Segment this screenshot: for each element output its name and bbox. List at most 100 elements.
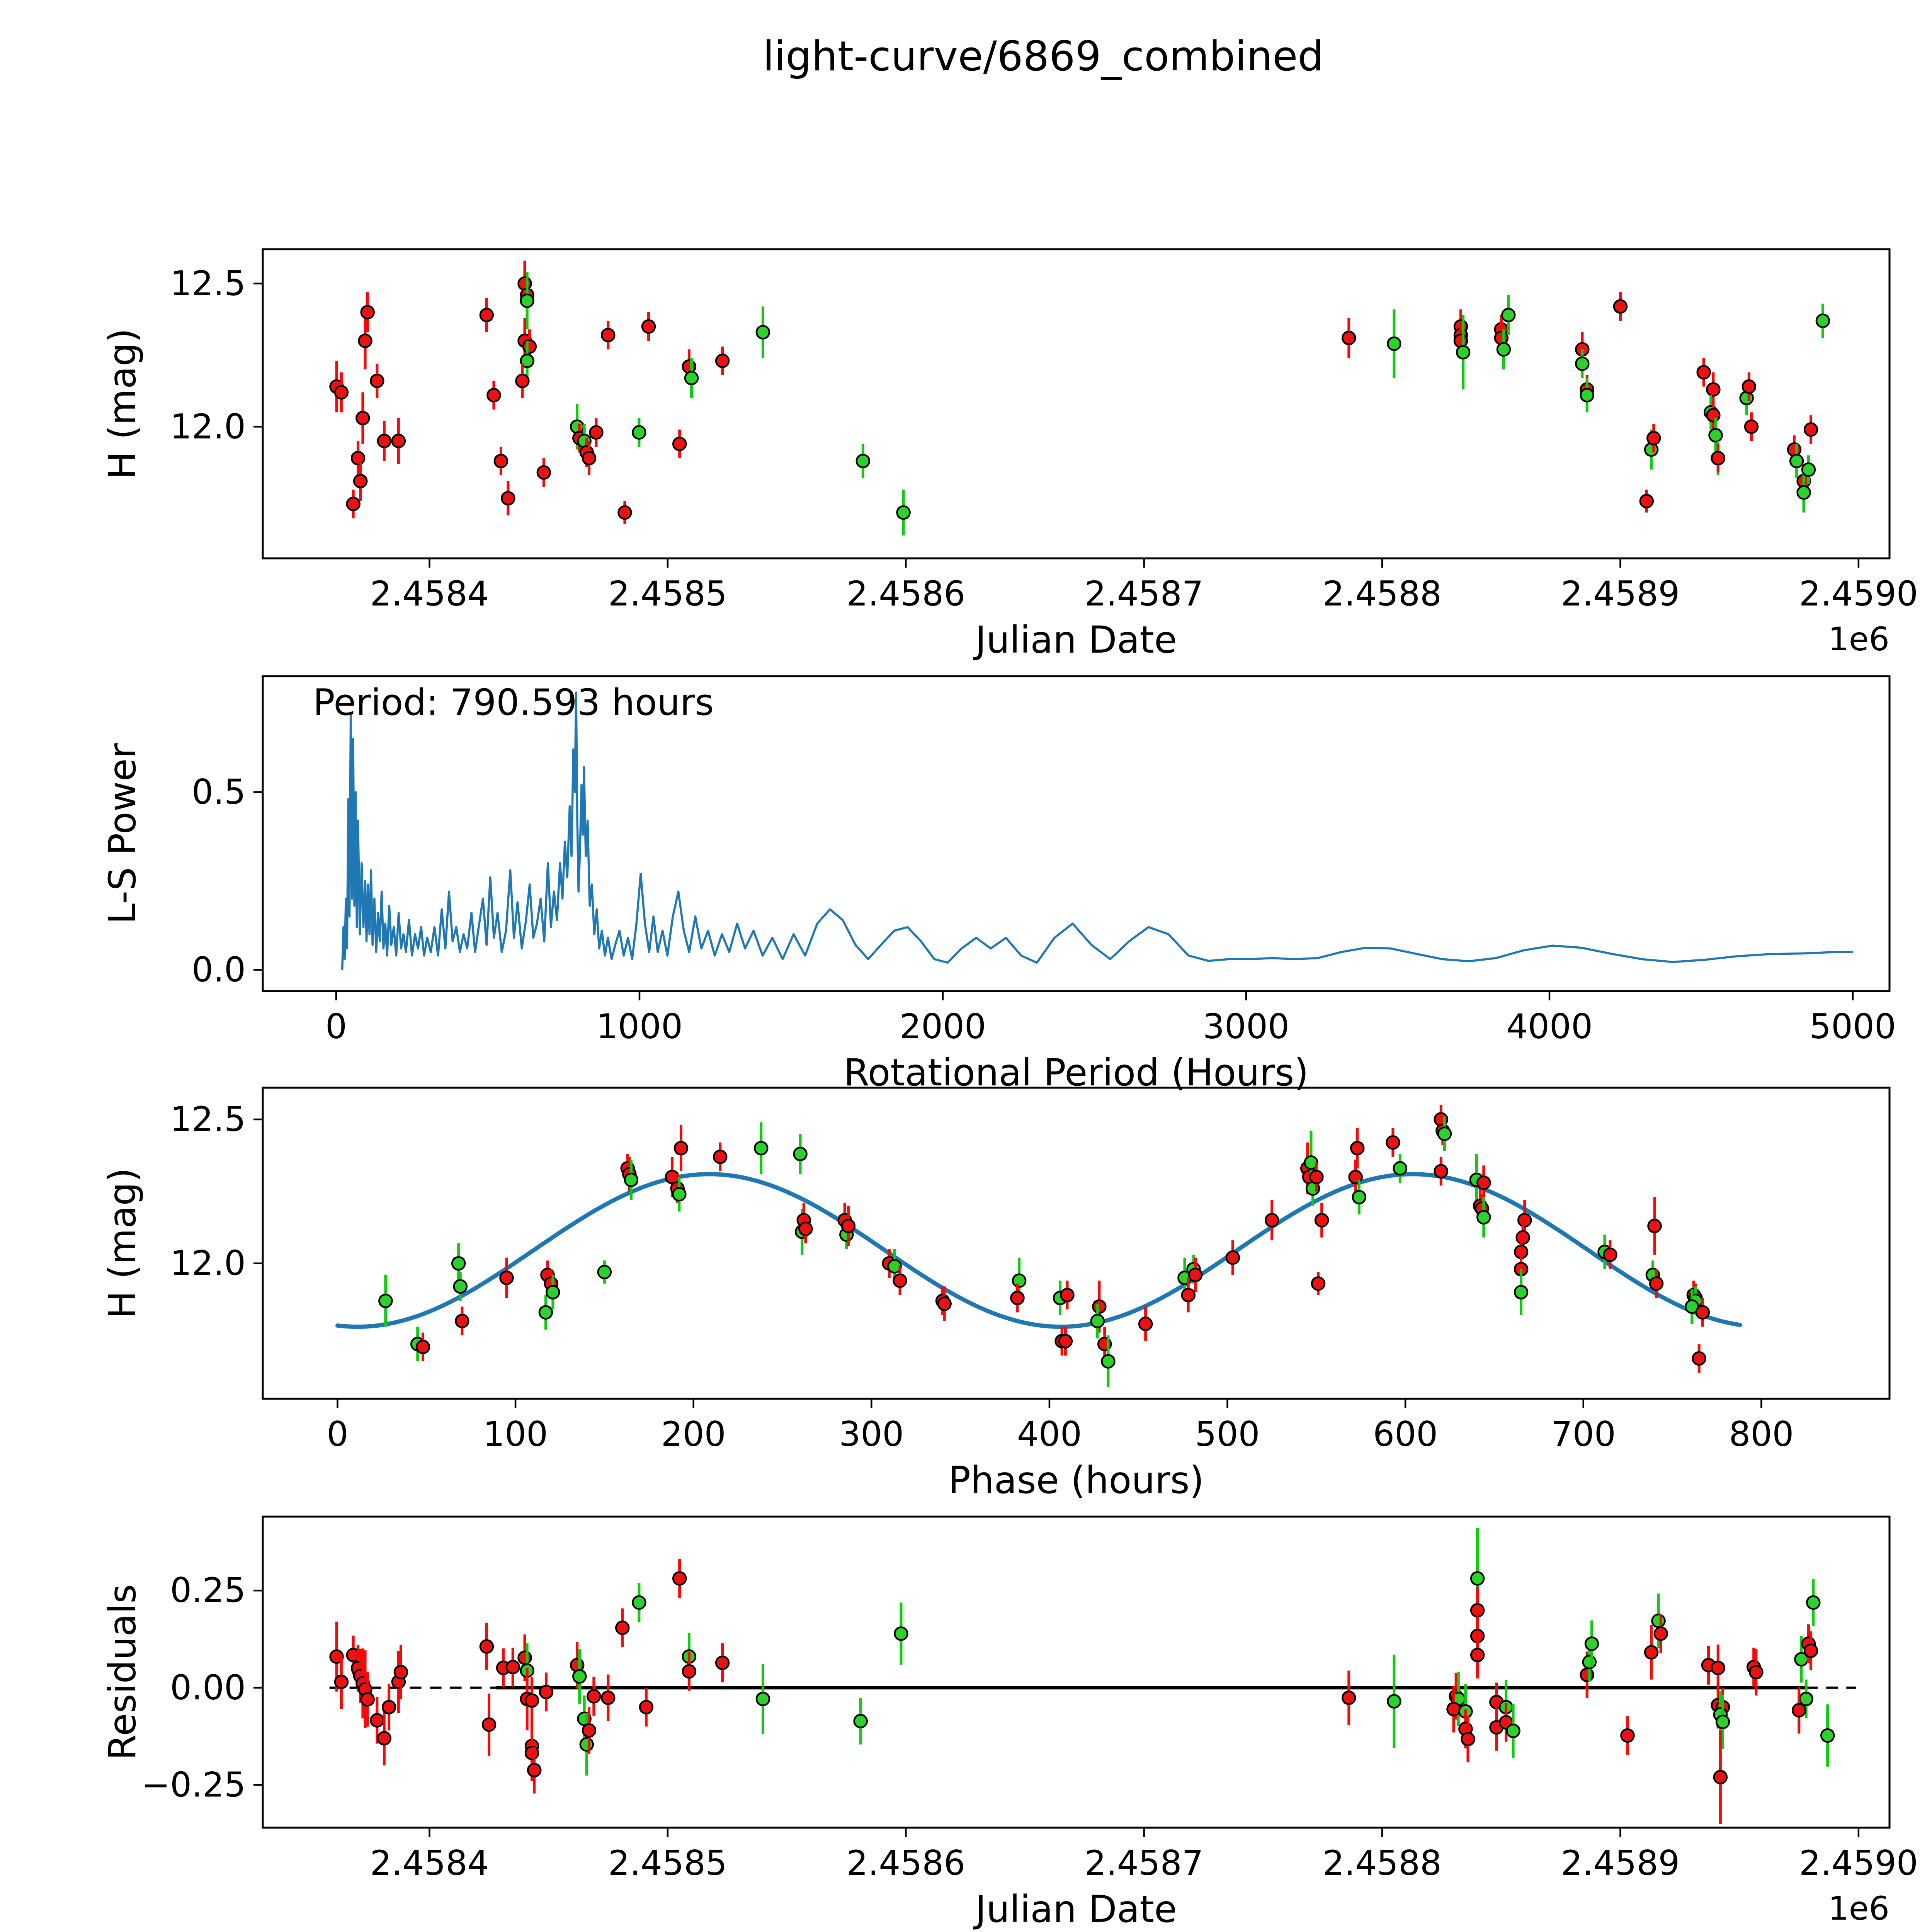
y-axis-label: L-S Power bbox=[101, 743, 144, 924]
data-point bbox=[1582, 1655, 1597, 1670]
data-point bbox=[1342, 1690, 1356, 1705]
data-point bbox=[1434, 1164, 1449, 1179]
data-point bbox=[370, 373, 384, 388]
x-tick-label: 500 bbox=[1195, 1414, 1260, 1454]
data-point bbox=[1711, 1660, 1725, 1675]
data-point bbox=[617, 505, 632, 520]
data-point bbox=[358, 333, 372, 348]
data-point bbox=[493, 454, 509, 468]
data-point bbox=[1060, 1287, 1075, 1303]
data-point bbox=[1803, 1643, 1818, 1658]
y-tick-label: 12.0 bbox=[170, 1243, 246, 1283]
x-tick-label: 2.4584 bbox=[370, 574, 489, 614]
x-tick-label: 2.4590 bbox=[1799, 574, 1918, 614]
data-point bbox=[1692, 1351, 1706, 1366]
data-point bbox=[360, 305, 375, 320]
data-point bbox=[624, 1172, 639, 1187]
data-point bbox=[1706, 382, 1721, 397]
data-point bbox=[672, 436, 687, 451]
data-point bbox=[1387, 336, 1401, 351]
data-point bbox=[841, 1219, 856, 1233]
x-tick-label: 0 bbox=[327, 1414, 348, 1454]
data-point bbox=[753, 1141, 769, 1156]
data-point bbox=[793, 1146, 808, 1162]
x-tick-label: 700 bbox=[1551, 1414, 1616, 1454]
data-point bbox=[1058, 1334, 1073, 1349]
data-point bbox=[1393, 1161, 1408, 1176]
data-point bbox=[682, 359, 697, 374]
data-point bbox=[527, 1763, 542, 1777]
data-point bbox=[1264, 1213, 1279, 1228]
y-tick-label: 12.5 bbox=[170, 1099, 246, 1139]
data-point bbox=[1799, 1692, 1814, 1706]
data-point bbox=[360, 1692, 375, 1707]
data-point bbox=[582, 1723, 597, 1738]
x-tick-label: 2.4587 bbox=[1085, 574, 1204, 614]
data-point bbox=[538, 1305, 553, 1320]
data-point bbox=[715, 1655, 730, 1670]
data-point bbox=[524, 1746, 539, 1760]
data-point bbox=[893, 1273, 907, 1288]
y-tick-label: 12.5 bbox=[170, 264, 246, 303]
data-point bbox=[1501, 308, 1516, 323]
x-tick-label: 600 bbox=[1373, 1414, 1438, 1454]
data-point bbox=[713, 1150, 728, 1164]
y-axis-label: Residuals bbox=[101, 1584, 144, 1760]
x-axis-label: Phase (hours) bbox=[948, 1459, 1204, 1502]
data-point bbox=[1387, 1694, 1401, 1709]
data-point bbox=[524, 1693, 539, 1708]
data-point bbox=[381, 1700, 396, 1714]
data-point bbox=[1309, 1170, 1324, 1184]
data-point bbox=[1456, 345, 1471, 360]
x-tick-label: 400 bbox=[1017, 1414, 1082, 1454]
data-point bbox=[517, 276, 532, 291]
x-tick-label: 2.4588 bbox=[1323, 1843, 1442, 1883]
data-point bbox=[1803, 422, 1818, 437]
y-axis-label: H (mag) bbox=[101, 328, 144, 480]
data-point bbox=[1584, 1636, 1599, 1651]
data-point bbox=[499, 1270, 514, 1285]
data-point bbox=[1517, 1213, 1532, 1228]
data-point bbox=[1742, 379, 1757, 394]
y-tick-label: 0.00 bbox=[170, 1668, 246, 1708]
data-point bbox=[520, 354, 534, 368]
data-point bbox=[572, 1669, 587, 1684]
data-point bbox=[1314, 1213, 1329, 1228]
x-tick-label: 2.4588 bbox=[1323, 574, 1442, 614]
y-tick-label: −0.25 bbox=[141, 1765, 246, 1804]
data-point bbox=[1311, 1276, 1326, 1291]
y-axis-label: H (mag) bbox=[101, 1168, 144, 1319]
data-point bbox=[1706, 408, 1721, 423]
data-point bbox=[479, 308, 494, 323]
y-tick-label: 12.0 bbox=[170, 406, 246, 446]
axes-frame bbox=[262, 675, 1891, 992]
data-point bbox=[329, 1649, 344, 1664]
data-point bbox=[1711, 451, 1725, 466]
periodogram-curve bbox=[341, 691, 1853, 970]
x-tick-label: 2.4586 bbox=[846, 1843, 965, 1883]
data-point bbox=[798, 1221, 813, 1236]
axis-offset-label: 1e6 bbox=[1828, 620, 1889, 658]
data-point bbox=[597, 1265, 612, 1279]
data-point bbox=[520, 293, 534, 308]
data-point bbox=[672, 1187, 687, 1202]
data-point bbox=[1796, 485, 1811, 500]
data-point bbox=[1446, 1702, 1461, 1716]
data-point bbox=[1476, 1175, 1491, 1190]
data-point bbox=[1749, 1665, 1764, 1680]
x-tick-label: 2.4589 bbox=[1561, 1843, 1680, 1883]
x-axis-label: Julian Date bbox=[973, 618, 1177, 662]
data-point bbox=[682, 1664, 697, 1679]
data-point bbox=[546, 1285, 560, 1299]
data-point bbox=[353, 474, 368, 488]
data-point bbox=[1647, 1219, 1662, 1233]
data-point bbox=[1515, 1230, 1530, 1245]
data-point bbox=[1101, 1354, 1116, 1369]
data-point bbox=[672, 1571, 687, 1586]
axes-frame bbox=[262, 1515, 1891, 1829]
data-point bbox=[501, 491, 515, 506]
data-point bbox=[1350, 1141, 1365, 1156]
data-point bbox=[391, 434, 406, 449]
